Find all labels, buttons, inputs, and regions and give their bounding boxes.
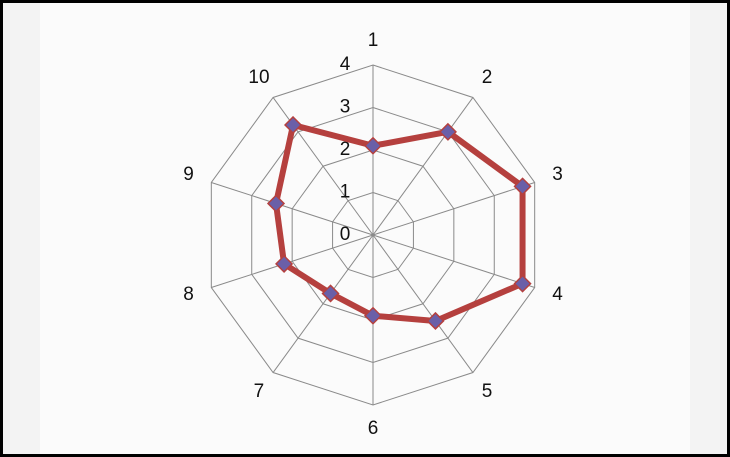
r-tick-label: 4 bbox=[340, 54, 351, 75]
r-tick-label: 1 bbox=[340, 182, 351, 203]
category-label: 7 bbox=[254, 381, 265, 402]
category-label: 2 bbox=[482, 67, 493, 88]
category-label: 3 bbox=[552, 164, 563, 185]
category-label: 4 bbox=[552, 284, 563, 305]
r-tick-label: 0 bbox=[340, 224, 351, 245]
category-label: 10 bbox=[248, 67, 269, 88]
category-label: 5 bbox=[482, 381, 493, 402]
category-label: 9 bbox=[183, 164, 194, 185]
category-label: 6 bbox=[368, 418, 379, 439]
category-label: 1 bbox=[368, 30, 379, 51]
r-tick-label: 3 bbox=[340, 97, 351, 118]
plot-background bbox=[40, 0, 690, 457]
category-label: 8 bbox=[183, 284, 194, 305]
chart: 0123412345678910 bbox=[0, 0, 730, 457]
